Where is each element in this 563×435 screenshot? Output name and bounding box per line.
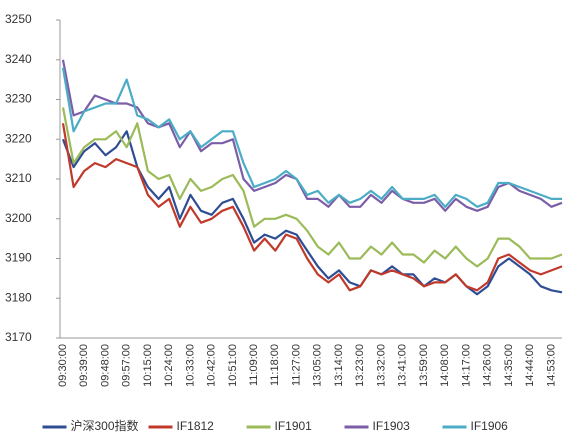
x-tick-label: 13:32:00 (375, 344, 387, 387)
series-line (61, 107, 563, 268)
y-tick-label: 3240 (5, 52, 32, 66)
y-tick-label: 3190 (5, 251, 32, 265)
x-tick-label: 13:14:00 (333, 344, 345, 387)
y-tick-label: 3250 (5, 12, 32, 26)
legend-label: IF1903 (373, 419, 411, 433)
x-tick-label: 10:15:00 (142, 344, 154, 387)
x-tick-label: 14:17:00 (460, 344, 472, 387)
x-tick-label: 10:51:00 (227, 344, 239, 387)
x-tick-label: 14:53:00 (545, 344, 557, 387)
legend-label: IF1812 (177, 419, 215, 433)
x-tick-label: 13:41:00 (397, 344, 409, 387)
legend-label: IF1901 (275, 419, 313, 433)
x-tick-label: 09:39:00 (78, 344, 90, 387)
legend-label: 沪深300指数 (71, 418, 139, 433)
y-tick-label: 3230 (5, 92, 32, 106)
series-line (61, 59, 563, 212)
x-tick-label: 11:09:00 (248, 344, 260, 386)
x-tick-label: 09:48:00 (99, 344, 111, 387)
x-tick-label: 10:42:00 (206, 344, 218, 387)
x-tick-label: 13:05:00 (312, 344, 324, 387)
x-tick-label: 13:23:00 (354, 344, 366, 387)
x-tick-label: 13:59:00 (418, 344, 430, 387)
x-tick-label: 14:26:00 (482, 344, 494, 387)
x-tick-label: 14:08:00 (439, 344, 451, 387)
legend-label: IF1906 (471, 419, 509, 433)
y-tick-label: 3200 (5, 211, 32, 225)
y-tick-label: 3220 (5, 131, 32, 145)
x-tick-label: 10:24:00 (163, 344, 175, 387)
x-tick-label: 09:30:00 (57, 344, 69, 387)
y-tick-label: 3170 (5, 330, 32, 344)
x-tick-label: 14:44:00 (524, 344, 536, 387)
x-tick-label: 11:27:00 (290, 344, 302, 386)
series-line (61, 67, 562, 208)
x-tick-label: 14:35:00 (503, 344, 515, 387)
x-tick-label: 09:57:00 (121, 344, 133, 387)
y-tick-label: 3180 (5, 290, 32, 304)
series-line (61, 130, 563, 296)
y-tick-label: 3210 (5, 171, 32, 185)
x-tick-label: 11:18:00 (269, 344, 281, 386)
x-tick-label: 10:33:00 (184, 344, 196, 387)
series-line (61, 123, 563, 292)
